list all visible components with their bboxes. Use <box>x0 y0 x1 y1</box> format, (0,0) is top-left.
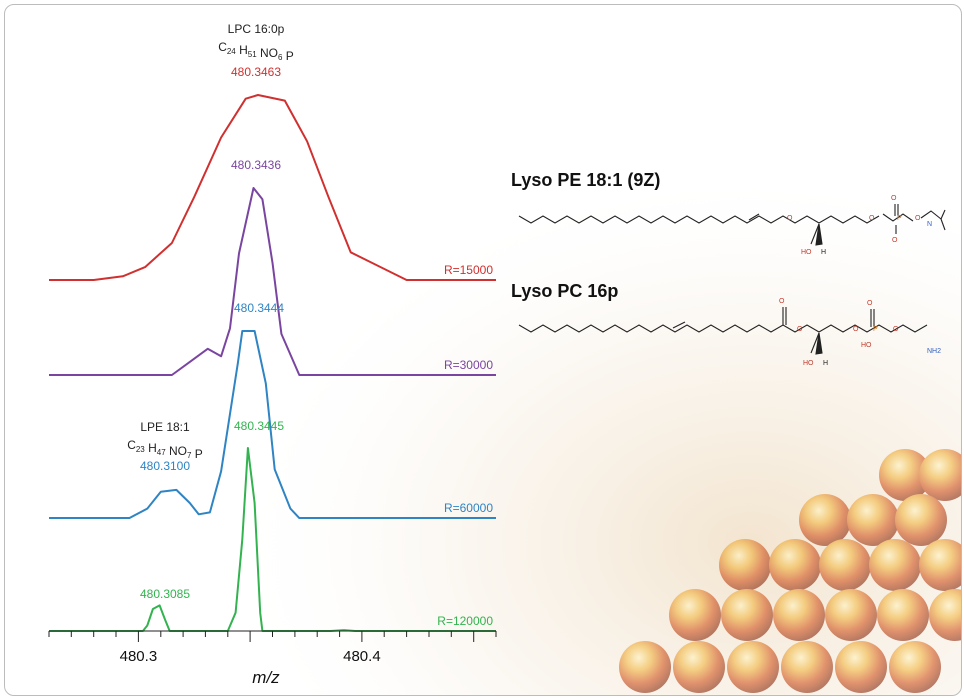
atom-label: P <box>873 326 878 333</box>
structure-name-lyso-pc: Lyso PC 16p <box>511 281 619 301</box>
atom-label: O <box>853 326 859 333</box>
peak-label: 480.3436 <box>231 158 281 172</box>
atom-label: NH2 <box>927 348 941 355</box>
atom-label: HO <box>803 360 814 367</box>
spectrum-line-r-60000 <box>49 330 496 519</box>
atom-label: P <box>897 215 902 222</box>
atom-label: O <box>779 298 785 305</box>
spectrum-line-r-30000 <box>49 187 496 376</box>
resolution-label: R=120000 <box>437 614 493 628</box>
x-tick-label: 480.3 <box>120 648 158 665</box>
atom-label: O <box>787 215 793 222</box>
compound-label: LPC 16:0p <box>228 22 285 36</box>
atom-label: HO <box>801 249 812 256</box>
x-axis-label: m/z <box>252 668 280 687</box>
spectrum-line-r-15000 <box>49 94 496 281</box>
structure-lyso-pc: O O O O O P HO HO H NH2 <box>518 298 941 367</box>
peak-label: 480.3444 <box>234 301 284 315</box>
compound-label: LPE 18:1 <box>140 420 190 434</box>
compound-formula: C24 H51 NO6 P <box>218 40 294 63</box>
structure-name-lyso-pe: Lyso PE 18:1 (9Z) <box>511 170 661 190</box>
structure-lyso-pe: O O O O P O HO H N <box>518 195 946 256</box>
peak-label: 480.3085 <box>140 587 190 601</box>
x-tick-label: 480.4 <box>343 648 381 665</box>
atom-label: N <box>927 221 932 228</box>
atom-label: O <box>915 215 921 222</box>
peak-label: 480.3100 <box>140 459 190 473</box>
figure-panel: 480.3 480.4 m/z R=15000 480.3463 R=30000 480… <box>4 4 962 696</box>
atom-label: O <box>869 215 875 222</box>
background-membrane-art <box>5 5 961 695</box>
peak-label: 480.3445 <box>234 419 284 433</box>
atom-label: H <box>823 360 828 367</box>
x-axis: 480.3 480.4 m/z <box>48 630 497 687</box>
atom-label: O <box>797 326 803 333</box>
atom-label: HO <box>861 342 872 349</box>
atom-label: O <box>867 300 873 307</box>
atom-label: O <box>891 195 897 202</box>
atom-label: O <box>893 326 899 333</box>
compound-formula: C23 H47 NO7 P <box>127 438 203 461</box>
peak-label: 480.3463 <box>231 65 281 79</box>
atom-label: O <box>892 237 898 244</box>
mass-spectrum-chart: 480.3 480.4 m/z R=15000 480.3463 R=30000 480… <box>48 22 497 687</box>
resolution-label: R=30000 <box>444 358 493 372</box>
resolution-label: R=15000 <box>444 263 493 277</box>
atom-label: H <box>821 249 826 256</box>
resolution-label: R=60000 <box>444 501 493 515</box>
spectrum-line-r-120000 <box>49 447 496 632</box>
